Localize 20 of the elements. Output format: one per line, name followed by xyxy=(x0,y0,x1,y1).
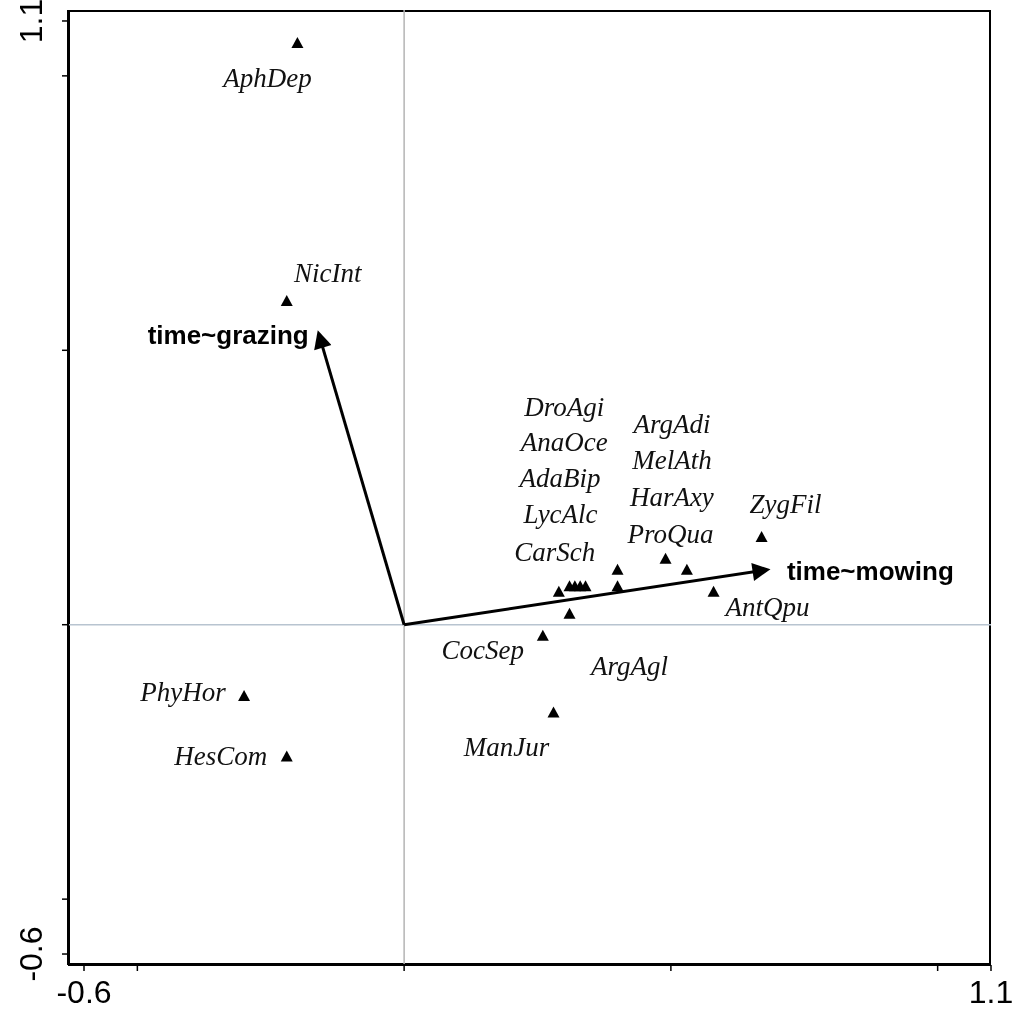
annotation: AnaOce xyxy=(518,426,608,457)
data-label: LycAlc xyxy=(522,499,598,530)
data-label: ManJur xyxy=(462,731,550,762)
annotation: DroAgi xyxy=(523,391,605,422)
annotation: MelAth xyxy=(631,445,712,476)
data-label: AphDep xyxy=(221,62,312,93)
data-label: NicInt xyxy=(293,257,363,288)
series-label: time~grazing xyxy=(147,319,309,350)
annotation: ArgAdi xyxy=(631,408,711,439)
data-label: ProQua xyxy=(626,518,714,549)
data-label: ArgAgl xyxy=(589,650,669,681)
data-label: HarAxy xyxy=(628,481,714,512)
series-label: time~mowing xyxy=(786,555,954,586)
data-label: PhyHor xyxy=(139,677,227,708)
annotation: AdaBip xyxy=(517,463,601,494)
data-label: CarSch xyxy=(514,536,596,567)
data-label: AntQpu xyxy=(723,591,810,622)
data-label: CocSep xyxy=(441,634,525,665)
data-label: ZygFil xyxy=(749,488,822,519)
data-label: HesCom xyxy=(173,741,268,772)
